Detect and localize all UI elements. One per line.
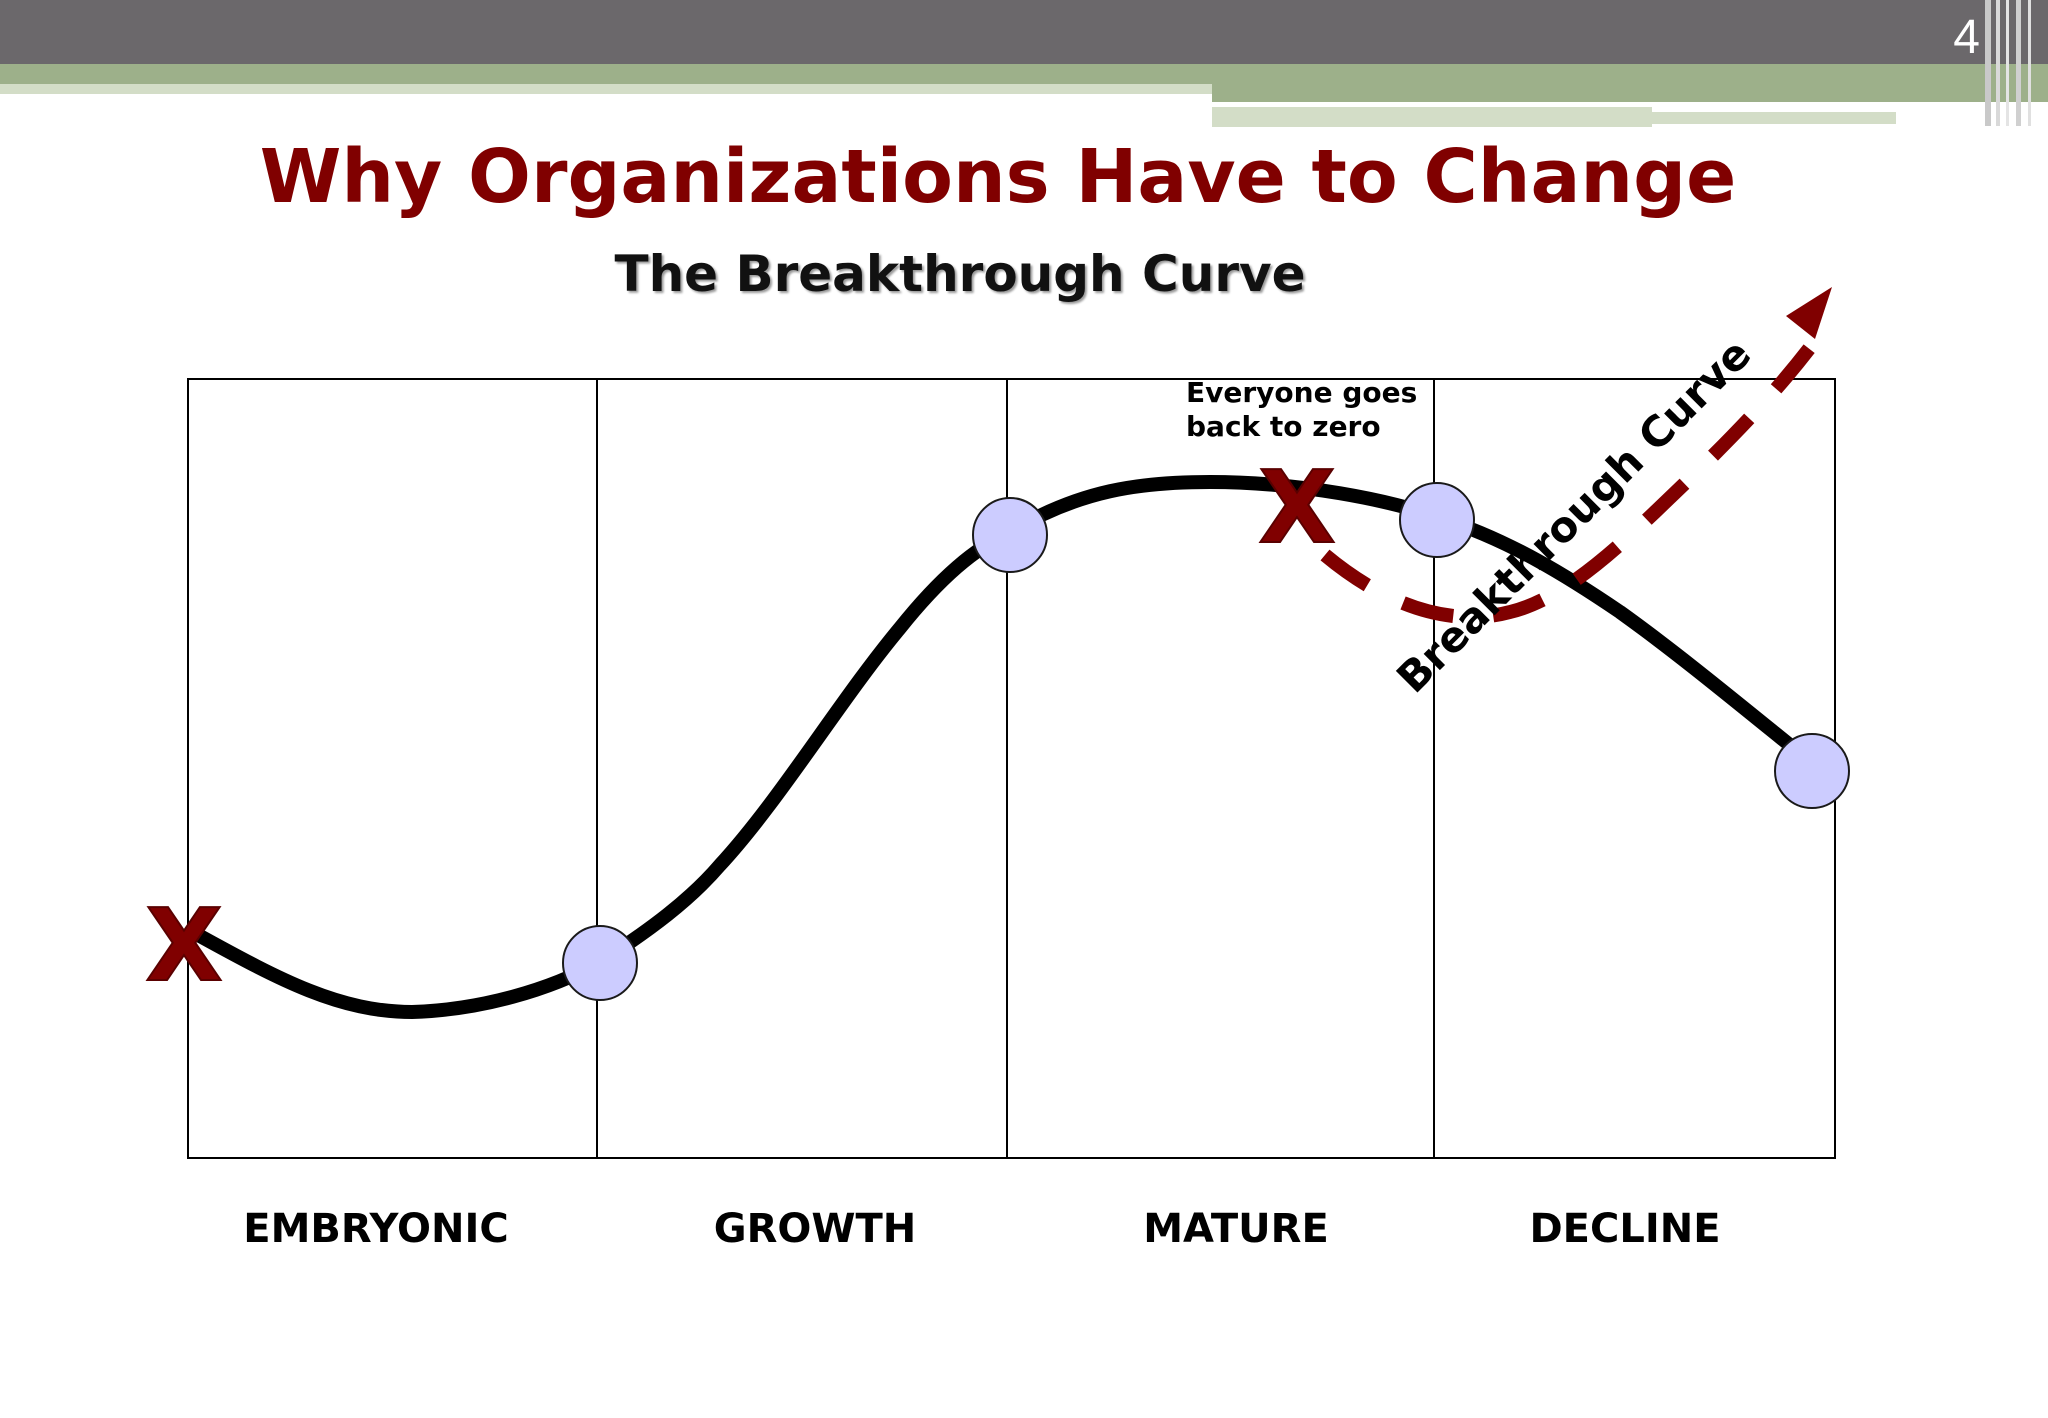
banner-green-band-right [1212, 84, 2048, 102]
banner-light-band-tail [1652, 112, 1896, 124]
banner-stripe [1996, 0, 2000, 126]
slide-title: Why Organizations Have to Change [259, 134, 1737, 220]
breakthrough-arrow-head [1786, 287, 1832, 339]
transition-node [972, 497, 1048, 573]
transition-node [1399, 482, 1475, 558]
banner-stripe [2016, 0, 2021, 126]
banner-green-band [0, 64, 2048, 84]
breakthrough-curve-line [1320, 340, 1818, 625]
phase-label-decline: DECLINE [1529, 1206, 1720, 1252]
annotation-line-1: Everyone goes [1186, 376, 1417, 409]
banner-stripe [2006, 0, 2009, 126]
phase-label-embryonic: EMBRYONIC [243, 1206, 509, 1252]
life-cycle-curve [193, 475, 1819, 1019]
header-banner [0, 0, 2048, 127]
transition-node [562, 925, 638, 1001]
banner-stripe [1985, 0, 1991, 126]
annotation-line-2: back to zero [1186, 410, 1381, 443]
start-x-marker: X [145, 887, 222, 1004]
slide-number: 4 [1953, 11, 1980, 64]
slide-subtitle: The Breakthrough Curve [614, 245, 1306, 303]
phase-label-growth: GROWTH [714, 1206, 917, 1252]
banner-light-band-left [0, 84, 1212, 94]
banner-white-line [1212, 102, 1896, 107]
banner-dark-band [0, 0, 2048, 64]
phase-label-mature: MATURE [1143, 1206, 1329, 1252]
transition-node [1774, 733, 1850, 809]
restart-x-marker: X [1258, 449, 1335, 566]
banner-stripe [2028, 0, 2031, 126]
banner-light-band-right [1212, 107, 1652, 127]
